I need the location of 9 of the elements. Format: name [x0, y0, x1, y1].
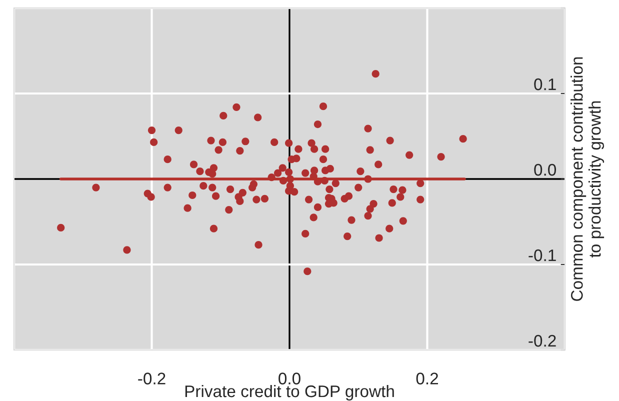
- y-tick-label: 0.1: [534, 78, 556, 90]
- y-tick-label: -0.1: [528, 249, 556, 262]
- y-axis-title: Common component contribution to productivity growth: [570, 57, 604, 301]
- y-tick-label: 0.0: [534, 164, 556, 176]
- x-tick-label: 0.2: [416, 372, 438, 384]
- x-tick-label: -0.2: [138, 372, 166, 384]
- x-axis-title: Private credit to GDP growth: [185, 384, 394, 401]
- x-tick-label: 0.0: [278, 372, 300, 384]
- y-tick-label: -0.2: [528, 334, 556, 347]
